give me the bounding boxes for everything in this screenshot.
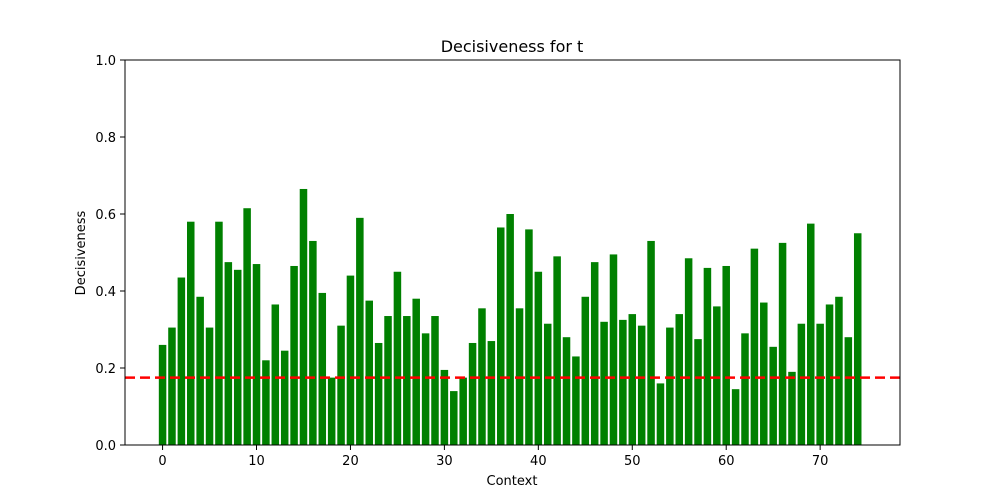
bar-33 (468, 342, 477, 445)
bar-2 (177, 277, 186, 445)
bar-19 (337, 325, 345, 445)
y-tick-label-3: 0.6 (95, 208, 116, 223)
x-tick-label-10: 10 (248, 454, 265, 469)
bar-17 (318, 292, 327, 445)
bar-44 (572, 356, 580, 445)
bar-21 (356, 217, 364, 445)
chart-title: Decisiveness for t (441, 37, 584, 56)
bar-29 (431, 316, 439, 445)
bar-60 (722, 265, 730, 445)
bar-45 (581, 296, 590, 445)
bar-32 (459, 377, 467, 445)
bar-68 (797, 323, 806, 445)
x-tick-label-50: 50 (624, 454, 641, 469)
bar-5 (205, 327, 214, 445)
bar-24 (384, 316, 392, 445)
x-tick-label-60: 60 (718, 454, 735, 469)
bar-51 (637, 325, 646, 445)
bar-62 (741, 333, 749, 445)
bar-50 (628, 314, 637, 445)
bar-55 (675, 314, 683, 445)
bar-18 (327, 377, 336, 445)
bar-49 (619, 319, 627, 445)
bar-42 (553, 256, 561, 445)
bar-16 (309, 240, 317, 445)
bar-23 (374, 342, 383, 445)
x-tick-label-0: 0 (158, 454, 166, 469)
bar-3 (187, 221, 195, 445)
x-tick-label-70: 70 (812, 454, 829, 469)
bar-13 (280, 350, 289, 445)
bar-54 (666, 327, 674, 445)
bar-73 (844, 337, 853, 445)
bar-71 (825, 304, 834, 445)
bar-4 (196, 296, 204, 445)
bar-7 (224, 262, 233, 445)
bar-22 (365, 300, 373, 445)
bar-35 (487, 341, 496, 445)
bar-1 (168, 327, 176, 445)
y-tick-label-5: 1.0 (95, 54, 116, 69)
bar-65 (769, 346, 777, 445)
bar-47 (600, 321, 608, 445)
bar-28 (421, 333, 430, 445)
bar-26 (403, 316, 411, 445)
bar-11 (262, 360, 270, 445)
y-tick-label-1: 0.2 (95, 362, 116, 377)
bar-72 (835, 296, 843, 445)
bar-57 (694, 339, 702, 445)
bar-8 (233, 269, 242, 445)
plot-frame (124, 59, 901, 446)
bar-31 (450, 391, 458, 445)
bar-27 (412, 298, 420, 445)
y-tick-label-2: 0.4 (95, 285, 116, 300)
bar-64 (760, 302, 768, 445)
bar-10 (252, 264, 261, 445)
bar-15 (299, 188, 308, 445)
x-axis-title: Context (487, 474, 538, 489)
y-axis: 0.0 0.2 0.4 0.6 0.8 1.0 (95, 54, 125, 454)
bar-6 (215, 221, 223, 445)
bar-67 (788, 371, 796, 445)
bar-48 (609, 254, 618, 445)
bar-34 (478, 308, 486, 445)
bar-74 (853, 233, 862, 445)
bar-20 (346, 275, 355, 445)
bar-43 (562, 337, 571, 445)
bar-61 (731, 389, 740, 445)
bar-39 (525, 229, 533, 445)
x-tick-label-40: 40 (530, 454, 547, 469)
bar-52 (647, 240, 655, 445)
bar-56 (684, 258, 693, 445)
bar-66 (778, 242, 787, 445)
bar-53 (656, 383, 665, 445)
bar-69 (807, 223, 815, 445)
y-tick-label-4: 0.8 (95, 131, 116, 146)
bars-layer (158, 188, 862, 445)
bar-41 (543, 323, 552, 445)
bar-0 (158, 344, 167, 445)
x-axis: 0 10 20 30 40 50 60 70 (158, 445, 828, 469)
bar-12 (271, 304, 280, 445)
bar-40 (534, 271, 543, 445)
bar-14 (290, 265, 298, 445)
y-tick-label-0: 0.0 (95, 439, 116, 454)
bar-59 (713, 306, 721, 445)
bar-37 (506, 214, 514, 445)
bar-63 (750, 248, 759, 445)
bar-70 (816, 323, 824, 445)
x-tick-label-20: 20 (342, 454, 359, 469)
y-axis-title: Decisiveness (74, 210, 89, 295)
bar-30 (440, 369, 449, 445)
bar-25 (393, 271, 402, 445)
x-tick-label-30: 30 (436, 454, 453, 469)
bar-46 (590, 262, 599, 445)
bar-36 (497, 227, 505, 445)
bar-9 (243, 208, 251, 445)
bar-58 (703, 267, 712, 445)
